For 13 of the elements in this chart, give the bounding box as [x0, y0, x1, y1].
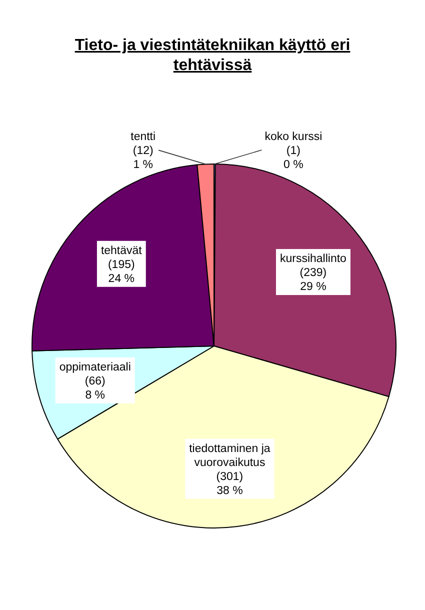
data-label: (239) 29 %	[300, 267, 327, 294]
slice-label: tehtävät	[100, 244, 143, 257]
slice-label: koko kurssi	[264, 131, 322, 143]
data-label: (1) 0 %	[284, 145, 304, 171]
slice-label: oppimateriaali	[59, 361, 131, 374]
chart-title: Tieto- ja viestintätekniikan käyttö eri tehtävissä	[74, 37, 350, 74]
slice-label: tentti	[130, 131, 156, 144]
data-label: (12) 1 %	[132, 145, 154, 172]
slice-label: kurssihallinto	[280, 253, 346, 266]
data-label: (66) 8 %	[84, 375, 106, 402]
slice-label: tiedottaminen ja vuorovaikutus	[189, 442, 271, 469]
data-label: (195) 24 %	[108, 258, 135, 285]
data-label: (301) 38 %	[216, 470, 244, 497]
